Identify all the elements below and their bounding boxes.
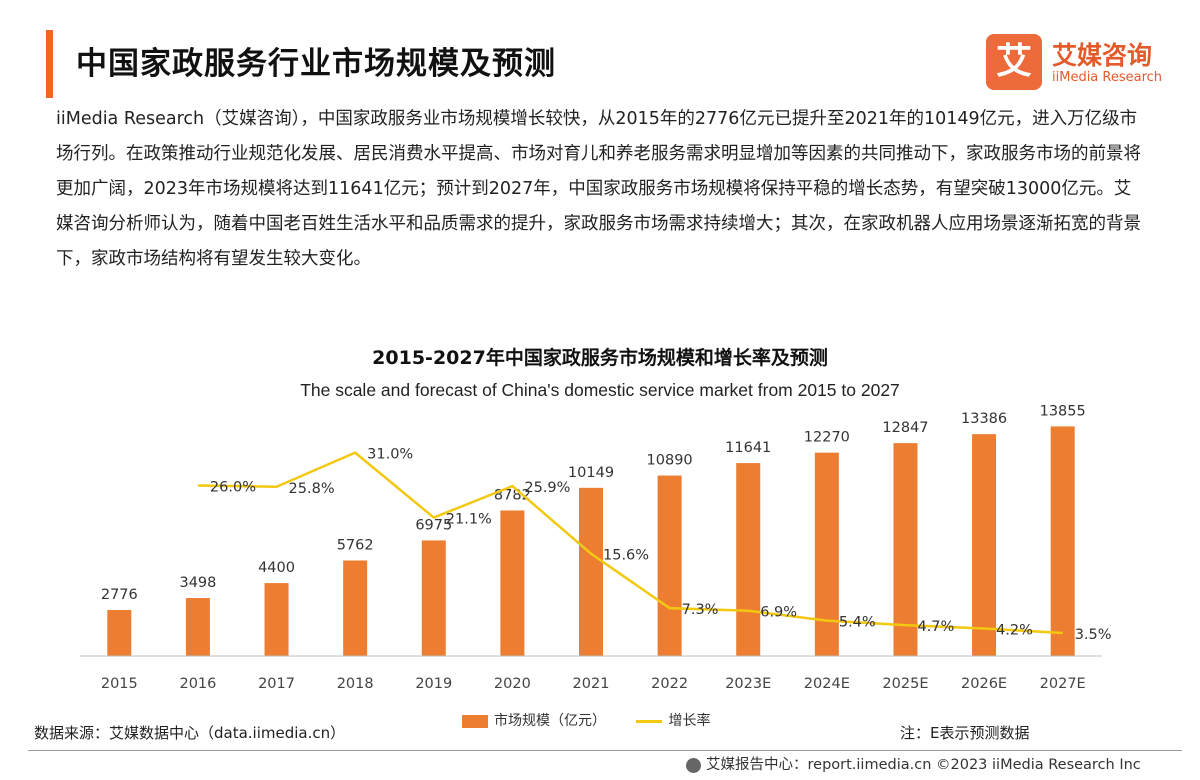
legend-label-growth-rate: 增长率 <box>668 713 711 729</box>
bar-value-label: 12270 <box>804 430 850 446</box>
legend-swatch-bar <box>462 714 488 728</box>
bar-value-label: 3498 <box>179 575 216 591</box>
bar-value-label: 12847 <box>882 420 928 436</box>
iimedia-logo: 艾 艾媒咨询 iiMedia Research <box>986 34 1186 90</box>
logo-mark: 艾 <box>986 34 1042 90</box>
growth-rate-label: 4.7% <box>917 619 954 635</box>
growth-rate-label: 25.8% <box>289 481 335 497</box>
bar <box>107 609 132 656</box>
bar <box>185 598 210 656</box>
forecast-note: 注：E表示预测数据 <box>900 724 1030 742</box>
x-tick-label: 2020 <box>494 676 531 692</box>
x-tick-label: 2018 <box>337 676 374 692</box>
bar <box>814 452 839 656</box>
bar <box>1050 426 1075 656</box>
footer: 艾媒报告中心：report.iimedia.cn ©2023 iiMedia R… <box>686 753 1141 774</box>
logo-name-en: iiMedia Research <box>1052 70 1163 85</box>
x-tick-label: 2017 <box>258 676 295 692</box>
growth-rate-label: 3.5% <box>1075 627 1112 643</box>
market-chart: 2776 3498 4400 5762 6975 8782 10149 10890 11641 1… <box>80 403 1112 692</box>
bar-value-label: 13386 <box>961 411 1007 427</box>
legend-item-market-size: 市场规模（亿元） <box>462 710 606 730</box>
bar-value-label: 2776 <box>101 587 138 603</box>
chart-legend: 市场规模（亿元） 增长率 <box>462 710 736 730</box>
growth-rate-line <box>197 451 1063 635</box>
bar <box>421 540 446 656</box>
bar <box>500 510 525 656</box>
x-tick-label: 2027E <box>1040 676 1086 692</box>
x-tick-label: 2024E <box>804 676 850 692</box>
bar-value-label: 13855 <box>1040 403 1086 419</box>
growth-rate-label: 25.9% <box>524 480 570 496</box>
bar-value-label: 5762 <box>337 538 374 554</box>
growth-rate-label: 26.0% <box>210 479 256 495</box>
chart-title: 2015-2027年中国家政服务市场规模和增长率及预测 <box>372 347 828 369</box>
intro-paragraph: iiMedia Research（艾媒咨询），中国家政服务业市场规模增长较快，从… <box>56 109 1141 269</box>
logo-name-cn: 艾媒咨询 <box>1052 41 1153 70</box>
page-title: 中国家政服务行业市场规模及预测 <box>76 46 556 82</box>
growth-rate-label: 15.6% <box>603 548 649 564</box>
bar-value-label: 10149 <box>568 465 614 481</box>
chart-subtitle: The scale and forecast of China's domest… <box>300 380 900 400</box>
growth-rate-labels: 26.0% 25.8% 31.0% 21.1% 25.9% 15.6% 7.3% 6.9% 5.… <box>210 447 1112 643</box>
bar-value-label: 4400 <box>258 560 295 576</box>
bar-value-label: 11641 <box>725 440 771 456</box>
bar <box>893 443 918 656</box>
x-tick-label: 2016 <box>179 676 216 692</box>
bar-value-label: 8782 <box>494 487 531 503</box>
growth-rate-label: 6.9% <box>760 605 797 621</box>
bar <box>736 463 761 656</box>
legend-item-growth-rate: 增长率 <box>636 710 710 730</box>
bar-series <box>107 426 1075 656</box>
growth-rate-label: 21.1% <box>446 512 492 528</box>
x-tick-label: 2023E <box>725 676 771 692</box>
growth-rate-label: 7.3% <box>682 602 719 618</box>
bar <box>343 560 368 656</box>
bar <box>972 434 997 656</box>
title-accent-bar <box>46 30 53 98</box>
footer-text: 艾媒报告中心：report.iimedia.cn ©2023 iiMedia R… <box>706 757 1141 773</box>
x-tick-label: 2026E <box>961 676 1007 692</box>
x-tick-label: 2021 <box>573 676 610 692</box>
footer-divider <box>28 750 1182 751</box>
x-tick-label: 2015 <box>101 676 138 692</box>
growth-rate-label: 5.4% <box>839 615 876 631</box>
bar <box>579 487 603 656</box>
bar <box>264 583 289 656</box>
report-center-icon <box>686 757 701 773</box>
bar-value-label: 10890 <box>647 453 693 469</box>
x-tick-label: 2019 <box>415 676 452 692</box>
bar <box>657 475 682 656</box>
growth-rate-label: 31.0% <box>367 447 413 463</box>
legend-swatch-line <box>636 719 663 723</box>
x-tick-label: 2022 <box>651 676 688 692</box>
growth-rate-label: 4.2% <box>996 622 1033 638</box>
legend-label-market-size: 市场规模（亿元） <box>494 713 606 729</box>
bar-value-label: 6975 <box>415 517 452 533</box>
x-tick-label: 2025E <box>882 676 928 692</box>
x-tick-labels: 2015 2016 2017 2018 2019 2020 2021 2022 2023E 202… <box>101 676 1086 692</box>
bar-value-labels: 2776 3498 4400 5762 6975 8782 10149 10890 11641 1… <box>101 403 1086 603</box>
data-source: 数据来源：艾媒数据中心（data.iimedia.cn） <box>34 724 346 742</box>
